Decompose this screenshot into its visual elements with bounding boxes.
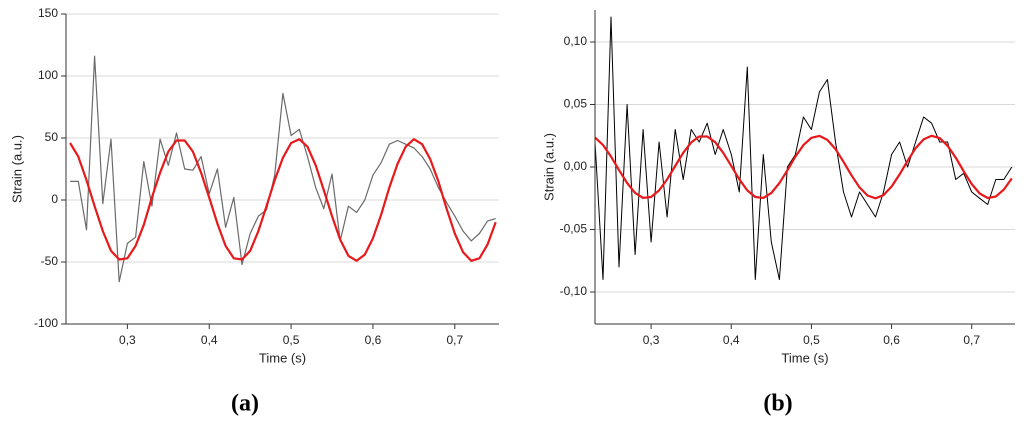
x-axis-label: Time (s) xyxy=(781,350,828,365)
x-tick-label: 0,7 xyxy=(446,333,463,347)
y-tick-label: -0,10 xyxy=(560,284,588,298)
data-line xyxy=(594,134,1013,200)
y-tick-label: 50 xyxy=(45,130,59,144)
x-tick-label: 0,5 xyxy=(803,333,820,347)
y-tick-label: 0 xyxy=(51,192,58,206)
y-tick-label: -100 xyxy=(34,316,58,330)
y-axis-label: Strain (a.u.) xyxy=(541,133,556,201)
x-tick-label: 0,3 xyxy=(119,333,136,347)
y-tick-label: 0,05 xyxy=(564,97,588,111)
y-tick-label: 0,10 xyxy=(564,34,588,48)
x-tick-label: 0,4 xyxy=(723,333,740,347)
y-tick-label: -50 xyxy=(41,254,59,268)
y-tick-label: -0,05 xyxy=(560,222,588,236)
data-line xyxy=(70,55,496,283)
y-tick-label: 100 xyxy=(38,68,58,82)
y-axis-label: Strain (a.u.) xyxy=(9,135,24,203)
x-tick-label: 0,5 xyxy=(283,333,300,347)
x-tick-label: 0,4 xyxy=(201,333,218,347)
x-axis-label: Time (s) xyxy=(259,350,306,365)
x-tick-label: 0,6 xyxy=(365,333,382,347)
x-tick-label: 0,3 xyxy=(643,333,660,347)
caption: (a) xyxy=(231,391,259,417)
x-tick-label: 0,6 xyxy=(883,333,900,347)
data-line xyxy=(69,138,497,262)
y-tick-label: 150 xyxy=(38,6,58,20)
y-tick-label: 0,00 xyxy=(564,159,588,173)
caption: (b) xyxy=(763,391,792,417)
x-tick-label: 0,7 xyxy=(963,333,980,347)
